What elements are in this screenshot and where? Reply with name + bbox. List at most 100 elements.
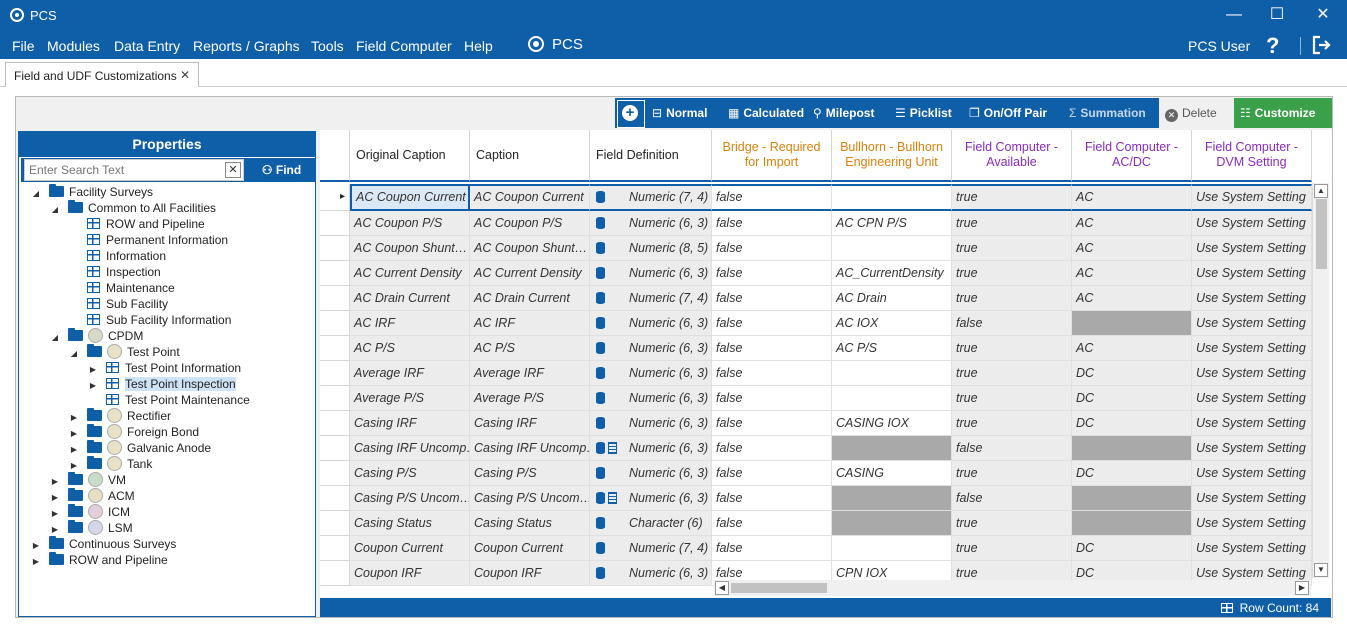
fc-acdc-cell[interactable]: AC (1072, 261, 1192, 286)
bridge-required-cell[interactable]: false (712, 336, 832, 361)
help-icon[interactable]: ? (1266, 33, 1280, 58)
fc-acdc-cell[interactable]: DC (1072, 361, 1192, 386)
bullhorn-unit-cell[interactable] (832, 386, 952, 411)
tree-node[interactable]: ▶ Foreign Bond (69, 424, 199, 440)
bullhorn-unit-cell[interactable] (832, 511, 952, 536)
bullhorn-unit-cell[interactable]: AC Drain (832, 286, 952, 311)
normal-button[interactable]: ⊟ Normal (646, 98, 722, 128)
logout-icon[interactable] (1311, 35, 1331, 55)
row-indicator[interactable] (320, 511, 350, 536)
row-indicator[interactable]: ▸ (320, 184, 350, 211)
fc-acdc-cell[interactable] (1072, 486, 1192, 511)
row-indicator[interactable] (320, 211, 350, 236)
menu-tools[interactable]: Tools (311, 38, 344, 54)
original-caption-cell[interactable]: Average P/S (350, 386, 470, 411)
original-caption-cell[interactable]: AC Coupon P/S (350, 211, 470, 236)
row-indicator[interactable] (320, 236, 350, 261)
fc-dvm-setting-cell[interactable]: Use System Setting (1192, 411, 1312, 436)
bridge-required-cell[interactable]: false (712, 386, 832, 411)
menu-modules[interactable]: Modules (47, 38, 100, 54)
fc-available-cell[interactable]: true (952, 536, 1072, 561)
tree-node[interactable]: ▶ LSM (50, 520, 133, 536)
user-name[interactable]: PCS User (1188, 38, 1251, 54)
onoff-pair-button[interactable]: ❐ On/Off Pair (963, 98, 1063, 128)
bridge-required-cell[interactable]: false (712, 261, 832, 286)
column-header[interactable]: Field Computer - AC/DC (1072, 130, 1192, 182)
bridge-required-cell[interactable]: false (712, 311, 832, 336)
caption-cell[interactable]: AC IRF (470, 311, 590, 336)
fc-available-cell[interactable]: true (952, 261, 1072, 286)
column-header[interactable]: Field Computer - DVM Setting (1192, 130, 1312, 182)
tree-node[interactable]: ◢ CPDM (50, 328, 143, 344)
tree-node[interactable]: ◢ Common to All Facilities (50, 200, 216, 216)
tab-field-udf-customizations[interactable]: Field and UDF Customizations ✕ (5, 62, 199, 87)
clear-search-icon[interactable]: ✕ (225, 162, 241, 178)
caption-cell[interactable]: Casing IRF (470, 411, 590, 436)
tree-node[interactable]: ROW and Pipeline (69, 216, 205, 232)
bullhorn-unit-cell[interactable] (832, 236, 952, 261)
fc-dvm-setting-cell[interactable]: Use System Setting (1192, 211, 1312, 236)
scroll-right-icon[interactable]: ▶ (1295, 581, 1309, 595)
collapse-arrow-icon[interactable]: ◢ (70, 349, 78, 358)
field-definition-cell[interactable]: Numeric (6, 3) (590, 561, 712, 586)
bullhorn-unit-cell[interactable]: AC P/S (832, 336, 952, 361)
caption-cell[interactable]: AC P/S (470, 336, 590, 361)
original-caption-cell[interactable]: Casing IRF (350, 411, 470, 436)
row-indicator[interactable] (320, 386, 350, 411)
field-definition-cell[interactable]: Numeric (6, 3) (590, 386, 712, 411)
field-definition-cell[interactable]: Numeric (6, 3) (590, 336, 712, 361)
bullhorn-unit-cell[interactable] (832, 536, 952, 561)
fc-available-cell[interactable]: true (952, 511, 1072, 536)
menu-field-computer[interactable]: Field Computer (356, 38, 452, 54)
bullhorn-unit-cell[interactable]: AC IOX (832, 311, 952, 336)
expand-arrow-icon[interactable]: ▶ (89, 365, 97, 374)
bridge-required-cell[interactable]: false (712, 536, 832, 561)
original-caption-cell[interactable]: AC Coupon Shunt… (350, 236, 470, 261)
caption-cell[interactable]: AC Coupon Shunt… (470, 236, 590, 261)
row-indicator[interactable] (320, 411, 350, 436)
horizontal-scroll-thumb[interactable] (731, 583, 827, 593)
caption-cell[interactable]: Casing P/S Uncom… (470, 486, 590, 511)
fc-available-cell[interactable]: true (952, 361, 1072, 386)
caption-cell[interactable]: Casing IRF Uncomp… (470, 436, 590, 461)
caption-cell[interactable]: Coupon IRF (470, 561, 590, 586)
expand-arrow-icon[interactable]: ▶ (70, 461, 78, 470)
tree-node[interactable]: ▶ ICM (50, 504, 130, 520)
field-definition-cell[interactable]: Numeric (6, 3) (590, 411, 712, 436)
scroll-left-icon[interactable]: ◀ (715, 581, 729, 595)
fc-acdc-cell[interactable]: DC (1072, 461, 1192, 486)
fc-available-cell[interactable]: true (952, 236, 1072, 261)
bridge-required-cell[interactable]: false (712, 236, 832, 261)
scroll-down-icon[interactable]: ▼ (1314, 563, 1328, 577)
vertical-scrollbar[interactable]: ▲ ▼ (1312, 183, 1329, 578)
original-caption-cell[interactable]: AC Coupon Current (350, 184, 470, 211)
caption-cell[interactable]: Casing Status (470, 511, 590, 536)
original-caption-cell[interactable]: Casing IRF Uncomp… (350, 436, 470, 461)
fc-dvm-setting-cell[interactable]: Use System Setting (1192, 236, 1312, 261)
tree-node[interactable]: Permanent Information (69, 232, 228, 248)
fc-available-cell[interactable]: false (952, 436, 1072, 461)
caption-cell[interactable]: AC Coupon Current (470, 184, 590, 211)
fc-dvm-setting-cell[interactable]: Use System Setting (1192, 461, 1312, 486)
row-indicator[interactable] (320, 361, 350, 386)
fc-available-cell[interactable]: false (952, 311, 1072, 336)
tree-node[interactable]: ▶ Galvanic Anode (69, 440, 211, 456)
expand-arrow-icon[interactable]: ▶ (51, 477, 59, 486)
expand-arrow-icon[interactable]: ▶ (32, 541, 40, 550)
bridge-required-cell[interactable]: false (712, 486, 832, 511)
tree-node[interactable]: Maintenance (69, 280, 175, 296)
fc-acdc-cell[interactable]: DC (1072, 386, 1192, 411)
collapse-arrow-icon[interactable]: ◢ (32, 189, 40, 198)
fc-acdc-cell[interactable]: DC (1072, 411, 1192, 436)
row-indicator[interactable] (320, 561, 350, 586)
caption-cell[interactable]: Coupon Current (470, 536, 590, 561)
bullhorn-unit-cell[interactable]: AC CPN P/S (832, 211, 952, 236)
original-caption-cell[interactable]: Casing Status (350, 511, 470, 536)
fc-dvm-setting-cell[interactable]: Use System Setting (1192, 536, 1312, 561)
vertical-scroll-thumb[interactable] (1316, 199, 1327, 269)
expand-arrow-icon[interactable]: ▶ (32, 557, 40, 566)
original-caption-cell[interactable]: Average IRF (350, 361, 470, 386)
expand-arrow-icon[interactable]: ▶ (70, 429, 78, 438)
menu-data-entry[interactable]: Data Entry (114, 38, 181, 54)
tree-node[interactable]: ▶ Test Point Inspection (88, 376, 236, 392)
